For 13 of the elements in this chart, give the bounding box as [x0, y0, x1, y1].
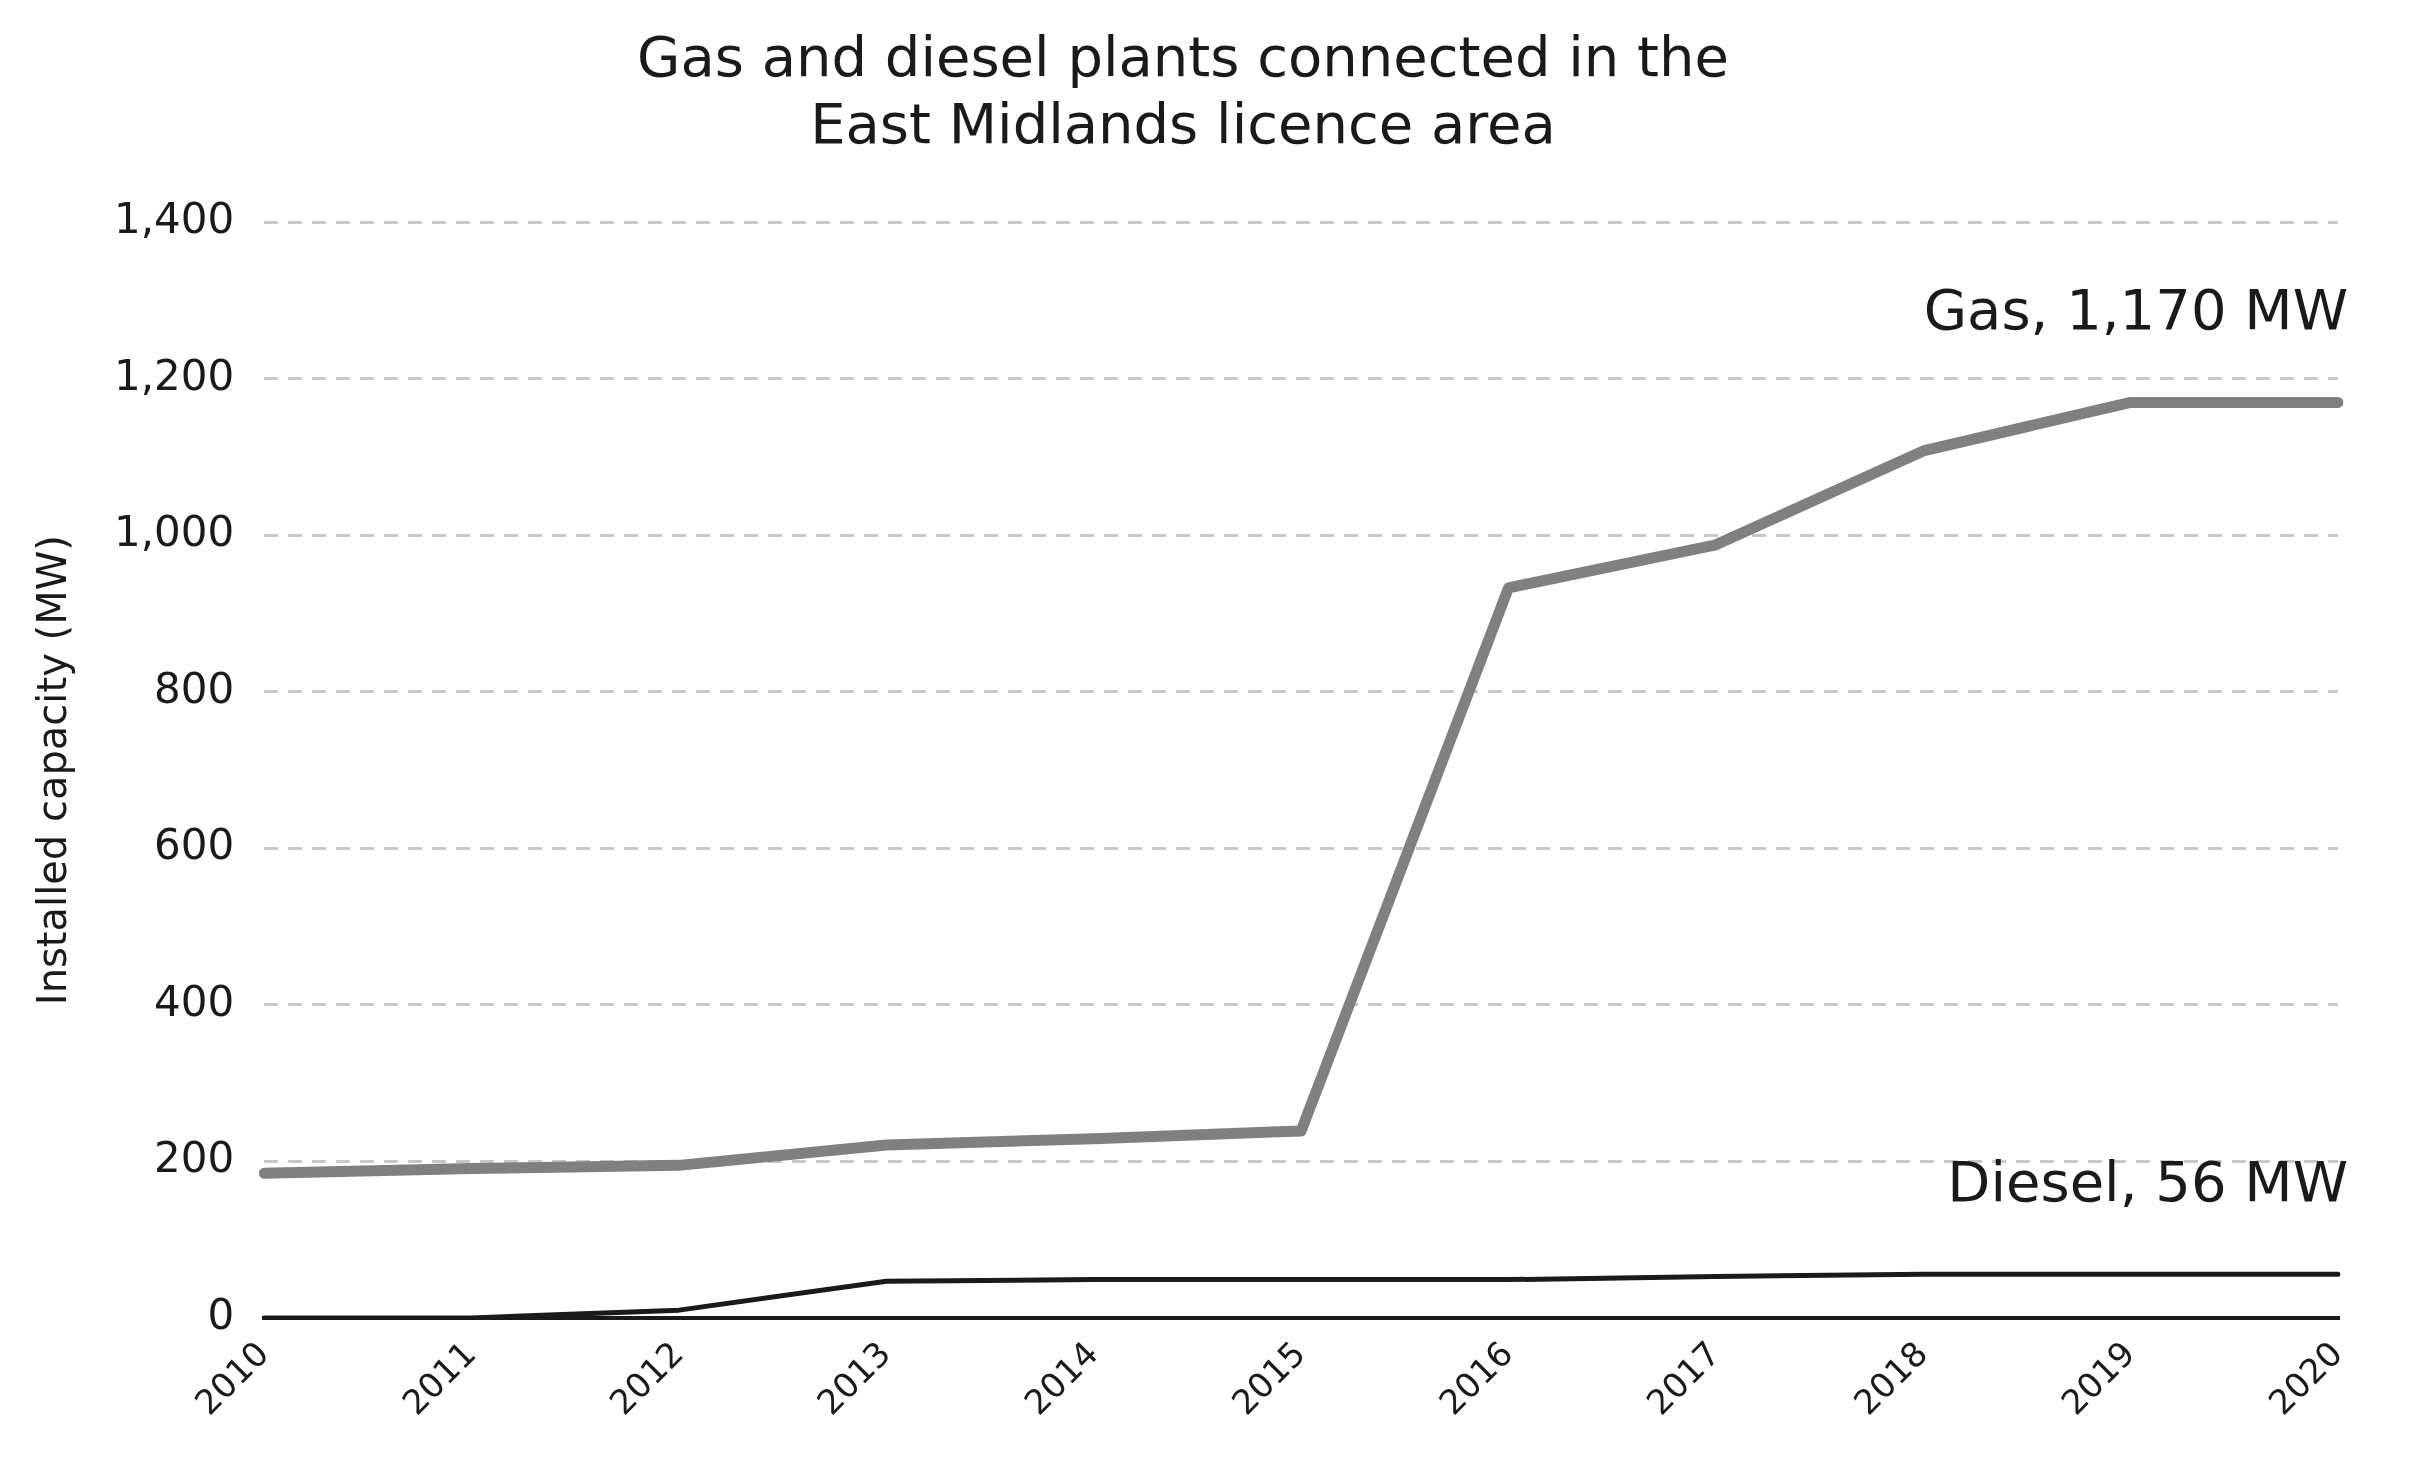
- y-tick-label: 400: [154, 976, 235, 1026]
- text: East Midlands licence area: [810, 91, 1556, 157]
- y-tick-label: 1,000: [113, 507, 235, 557]
- series-label: Gas, 1,170 MW: [1923, 276, 2348, 342]
- y-tick-label: 200: [154, 1133, 235, 1183]
- y-axis-title: Installed capacity (MW): [29, 535, 76, 1006]
- series-label: Diesel, 56 MW: [1947, 1148, 2348, 1214]
- y-tick-label: 0: [207, 1289, 235, 1339]
- y-tick-label: 600: [154, 820, 235, 870]
- y-tick-label: 1,200: [113, 350, 235, 400]
- text: Gas and diesel plants connected in the: [636, 24, 1730, 90]
- y-tick-label: 800: [154, 663, 235, 713]
- y-tick-label: 1,400: [113, 194, 235, 244]
